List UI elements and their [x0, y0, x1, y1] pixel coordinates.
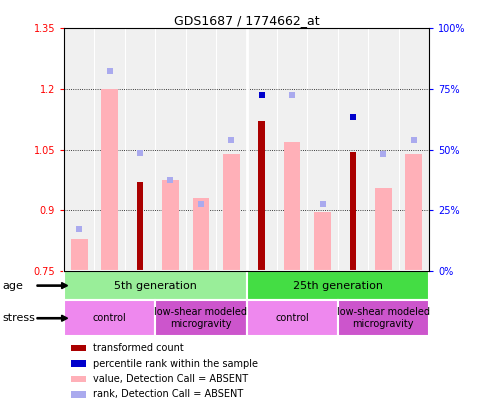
- Bar: [71, 376, 86, 382]
- Text: value, Detection Call = ABSENT: value, Detection Call = ABSENT: [93, 374, 248, 384]
- Bar: [64, 271, 246, 300]
- Bar: [64, 300, 155, 337]
- Bar: [162, 180, 179, 271]
- Text: 25th generation: 25th generation: [293, 281, 383, 291]
- Text: percentile rank within the sample: percentile rank within the sample: [93, 358, 258, 369]
- Bar: [137, 182, 143, 271]
- Bar: [338, 300, 429, 337]
- Bar: [155, 300, 246, 337]
- Bar: [375, 188, 391, 271]
- Bar: [102, 89, 118, 271]
- Text: control: control: [93, 313, 127, 323]
- Text: rank, Detection Call = ABSENT: rank, Detection Call = ABSENT: [93, 390, 244, 399]
- Text: transformed count: transformed count: [93, 343, 184, 353]
- Bar: [71, 391, 86, 398]
- Bar: [71, 239, 88, 271]
- Text: control: control: [275, 313, 309, 323]
- Text: age: age: [2, 281, 23, 291]
- Bar: [350, 152, 356, 271]
- Text: low-shear modeled
microgravity: low-shear modeled microgravity: [337, 307, 430, 329]
- Text: low-shear modeled
microgravity: low-shear modeled microgravity: [154, 307, 247, 329]
- Title: GDS1687 / 1774662_at: GDS1687 / 1774662_at: [174, 14, 319, 27]
- Bar: [284, 142, 300, 271]
- Bar: [258, 122, 265, 271]
- Bar: [71, 345, 86, 351]
- Bar: [314, 213, 331, 271]
- Bar: [246, 271, 429, 300]
- Bar: [246, 300, 338, 337]
- Bar: [193, 198, 209, 271]
- Text: stress: stress: [2, 313, 35, 323]
- Bar: [223, 154, 240, 271]
- Text: 5th generation: 5th generation: [114, 281, 197, 291]
- Bar: [71, 360, 86, 367]
- Bar: [405, 154, 422, 271]
